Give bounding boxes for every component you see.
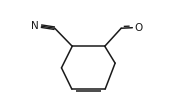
Text: O: O — [134, 23, 142, 33]
Text: N: N — [31, 21, 39, 31]
